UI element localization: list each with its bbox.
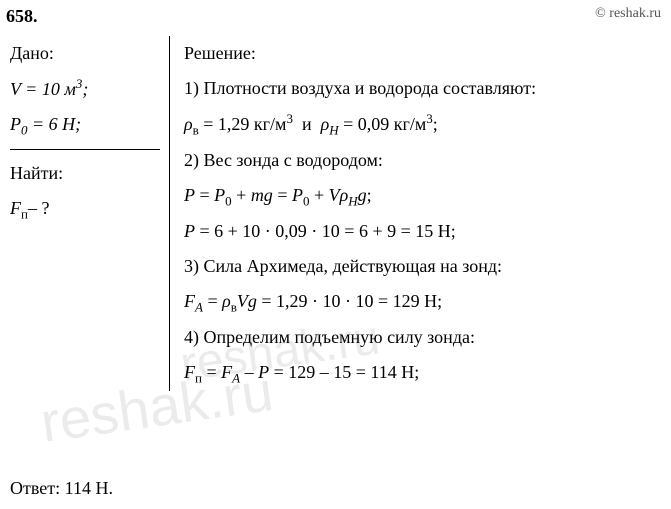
divider [10, 149, 160, 150]
step4-eq: Fп = FA – P = 129 – 15 = 114 Н; [184, 355, 661, 391]
find-f: Fп– ? [10, 191, 161, 227]
given-v: V = 10 м3; [10, 71, 161, 107]
step3-text: 3) Сила Архимеда, действующая на зонд: [184, 249, 661, 284]
given-heading: Дано: [10, 36, 161, 71]
step2-eq2: P = 6 + 10 · 0,09 · 10 = 6 + 9 = 15 Н; [184, 214, 661, 249]
step4-text: 4) Определим подъемную силу зонда: [184, 320, 661, 355]
solution-column: Решение: 1) Плотности воздуха и водорода… [170, 36, 661, 391]
step3-eq: FA = ρвVg = 1,29 · 10 · 10 = 129 Н; [184, 284, 661, 320]
given-p0: P0 = 6 Н; [10, 107, 161, 143]
solution-heading: Решение: [184, 36, 661, 71]
step1-eq: ρв = 1,29 кг/м3 и ρH = 0,09 кг/м3; [184, 106, 661, 143]
problem-number: 658. [6, 6, 38, 27]
find-heading: Найти: [10, 156, 161, 191]
step1-text: 1) Плотности воздуха и водорода составля… [184, 71, 661, 106]
step2-eq1: P = P0 + mg = P0 + VρHg; [184, 178, 661, 214]
given-column: Дано: V = 10 м3; P0 = 6 Н; Найти: Fп– ? [10, 36, 170, 391]
problem-container: Дано: V = 10 м3; P0 = 6 Н; Найти: Fп– ? … [10, 36, 661, 391]
answer-label: Ответ: 114 Н. [10, 478, 113, 499]
step2-text: 2) Вес зонда с водородом: [184, 143, 661, 178]
copyright-label: © reshak.ru [595, 6, 661, 22]
